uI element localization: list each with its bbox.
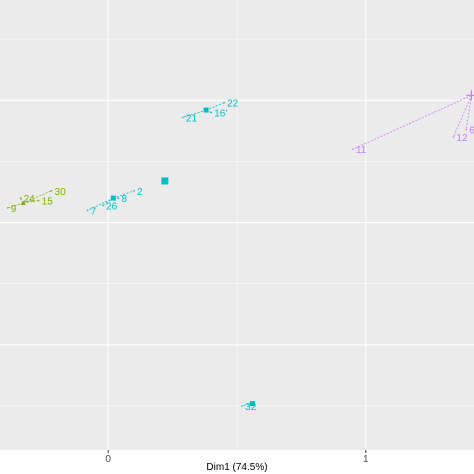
x-tick-label: 1 xyxy=(363,454,369,465)
data-point xyxy=(452,136,455,138)
x-tick-label: 0 xyxy=(105,454,111,465)
point-label-22: 22 xyxy=(227,99,239,110)
group-centroid-2 xyxy=(203,107,209,113)
point-label-6: 6 xyxy=(469,126,474,137)
data-point xyxy=(223,101,225,104)
data-point xyxy=(241,405,243,407)
data-point xyxy=(102,204,104,207)
data-point xyxy=(117,197,120,199)
data-point xyxy=(37,199,40,202)
grid-lines xyxy=(0,0,474,450)
point-label-9: 9 xyxy=(11,204,17,215)
point-label-21: 21 xyxy=(186,113,198,124)
connector-line xyxy=(465,95,472,130)
connector-line xyxy=(23,190,52,204)
point-label-2: 2 xyxy=(137,187,143,198)
group-centroid-1 xyxy=(110,195,116,201)
group-centroid-5 xyxy=(466,90,474,101)
data-point xyxy=(465,128,468,131)
connector-line xyxy=(453,95,472,138)
point-label-32: 32 xyxy=(245,402,257,413)
connector-line xyxy=(7,202,24,209)
data-point xyxy=(133,189,135,192)
point-label-12: 12 xyxy=(456,133,468,144)
point-label-11: 11 xyxy=(356,145,367,156)
connector-line xyxy=(182,109,207,118)
connector-line xyxy=(87,197,114,211)
point-label-15: 15 xyxy=(42,197,54,208)
data-point xyxy=(352,148,354,150)
point-label-7: 7 xyxy=(91,206,97,217)
connector-line xyxy=(102,197,114,206)
connector-line xyxy=(23,200,39,204)
group-centroid-0 xyxy=(20,200,26,205)
x-axis-title: Dim1 (74.5%) xyxy=(206,462,267,473)
point-label-16: 16' xyxy=(214,109,227,120)
point-label-30: 30 xyxy=(55,187,67,198)
point-label-24: 24 xyxy=(24,194,36,205)
data-point xyxy=(86,209,89,212)
point-label-8: 8 xyxy=(122,194,128,205)
data-point xyxy=(50,189,53,192)
data-point xyxy=(6,207,9,209)
connector-line xyxy=(352,95,472,150)
connector-line xyxy=(113,190,135,199)
data-point xyxy=(210,111,213,114)
data-point xyxy=(19,197,22,199)
group-centroid-3 xyxy=(161,177,169,185)
group-centroid-4 xyxy=(249,401,255,407)
point-label-26: 26 xyxy=(106,201,118,212)
data-point xyxy=(182,116,184,119)
